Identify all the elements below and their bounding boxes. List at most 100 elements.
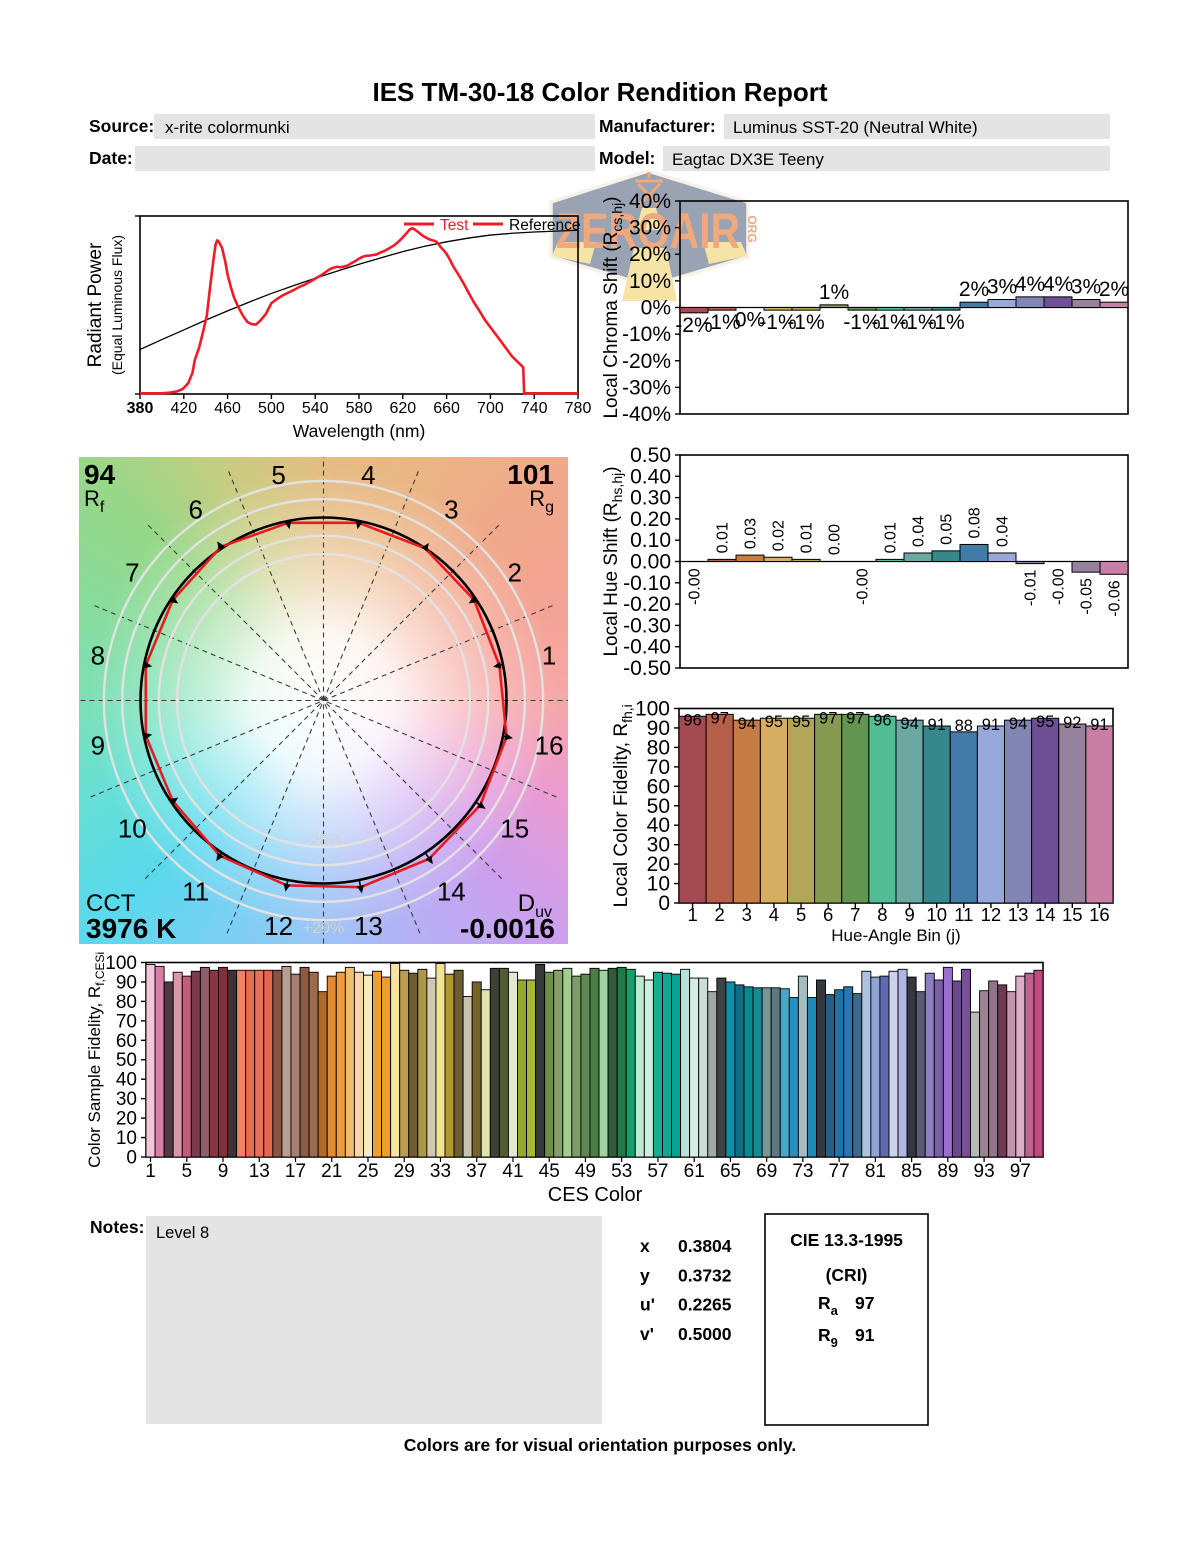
svg-text:0.10: 0.10 [630,529,671,552]
svg-text:380: 380 [127,400,154,417]
svg-text:1: 1 [145,1161,156,1182]
svg-text:1: 1 [687,904,697,925]
svg-text:40: 40 [116,1070,137,1091]
svg-text:9: 9 [91,730,105,760]
svg-text:91: 91 [855,1325,875,1345]
svg-text:94: 94 [900,715,918,733]
svg-text:Hue-Angle Bin (j): Hue-Angle Bin (j) [831,926,960,945]
svg-text:-0.0016: -0.0016 [460,913,555,944]
svg-text:0.3732: 0.3732 [678,1265,732,1285]
svg-text:4: 4 [769,904,779,925]
svg-text:Manufacturer:: Manufacturer: [599,116,716,136]
svg-text:97: 97 [855,1293,874,1313]
svg-text:88: 88 [955,717,973,735]
svg-text:Source:: Source: [89,116,154,136]
svg-text:2%: 2% [1099,278,1129,301]
svg-text:10: 10 [118,813,147,843]
svg-text:5: 5 [796,904,806,925]
svg-text:v': v' [640,1324,654,1344]
svg-text:Luminus SST-20 (Neutral White): Luminus SST-20 (Neutral White) [733,118,978,137]
svg-text:37: 37 [466,1161,487,1182]
svg-text:(Equal Luminous Flux): (Equal Luminous Flux) [109,235,125,375]
svg-text:700: 700 [477,400,504,417]
svg-text:-2%: -2% [675,314,712,337]
svg-text:91: 91 [982,716,1000,734]
svg-text:Local Color Fidelity, Rfh,i: Local Color Fidelity, Rfh,i [611,704,635,907]
svg-text:30%: 30% [629,217,671,240]
svg-text:93: 93 [974,1161,995,1182]
svg-text:-0.00: -0.00 [687,568,704,605]
svg-text:30: 30 [116,1089,137,1110]
svg-text:25: 25 [357,1161,378,1182]
svg-text:96: 96 [873,711,891,729]
svg-text:-20%: -20% [305,832,342,849]
svg-text:97: 97 [711,709,729,727]
svg-text:0.04: 0.04 [995,516,1012,547]
svg-text:660: 660 [433,400,460,417]
svg-text:4%: 4% [1043,273,1073,296]
svg-text:100: 100 [635,698,670,721]
svg-text:60: 60 [116,1031,137,1052]
svg-text:-40%: -40% [622,403,671,426]
svg-text:0.01: 0.01 [799,522,816,553]
svg-text:-1%: -1% [927,311,964,334]
svg-text:0.01: 0.01 [715,522,732,553]
svg-text:70: 70 [647,756,670,779]
svg-text:-0.00: -0.00 [855,568,872,605]
svg-text:90: 90 [116,973,137,994]
svg-text:0.05: 0.05 [939,514,956,545]
svg-text:0.00: 0.00 [827,524,844,555]
svg-text:94: 94 [738,715,756,733]
svg-text:-0.30: -0.30 [623,614,671,637]
svg-text:Color Sample Fidelity, Rf,CESi: Color Sample Fidelity, Rf,CESi [85,952,107,1168]
svg-text:9: 9 [904,904,914,925]
svg-text:14: 14 [437,877,466,907]
svg-text:Date:: Date: [89,148,133,168]
svg-text:-0.00: -0.00 [1051,568,1068,605]
svg-text:580: 580 [346,400,373,417]
svg-text:ORG: ORG [745,215,759,242]
svg-text:100: 100 [105,953,137,974]
svg-text:94: 94 [1009,715,1027,733]
svg-text:0.08: 0.08 [967,507,984,538]
svg-text:10: 10 [647,873,670,896]
svg-text:0%: 0% [735,309,765,332]
svg-text:740: 740 [521,400,548,417]
svg-text:780: 780 [565,400,592,417]
svg-text:-1%: -1% [787,311,824,334]
svg-text:Notes:: Notes: [90,1217,144,1237]
svg-text:15: 15 [500,813,529,843]
svg-text:-0.20: -0.20 [623,593,671,616]
svg-text:0: 0 [126,1148,137,1169]
svg-text:50: 50 [116,1050,137,1071]
svg-text:33: 33 [430,1161,451,1182]
svg-text:21: 21 [321,1161,342,1182]
svg-text:0.50: 0.50 [630,444,671,467]
svg-text:40: 40 [647,814,670,837]
svg-text:10%: 10% [629,270,671,293]
svg-text:-1%: -1% [843,311,880,334]
svg-text:-0.10: -0.10 [623,572,671,595]
svg-text:-1%: -1% [703,311,740,334]
svg-text:Local Chroma Shift (Rcs,hj): Local Chroma Shift (Rcs,hj) [601,196,625,418]
svg-text:85: 85 [901,1161,922,1182]
svg-text:7: 7 [125,558,139,588]
svg-text:95: 95 [1036,713,1054,731]
svg-text:65: 65 [720,1161,741,1182]
svg-text:0.40: 0.40 [630,465,671,488]
svg-text:0.20: 0.20 [630,508,671,531]
svg-text:11: 11 [954,904,973,925]
svg-text:8: 8 [91,641,105,671]
svg-text:13: 13 [1008,904,1029,925]
svg-text:0.00: 0.00 [630,551,671,574]
svg-text:6: 6 [188,494,202,524]
svg-text:500: 500 [258,400,285,417]
svg-text:14: 14 [1035,904,1056,925]
svg-text:Wavelength (nm): Wavelength (nm) [293,421,426,441]
svg-text:101: 101 [507,459,554,490]
svg-text:29: 29 [394,1161,415,1182]
svg-text:3: 3 [742,904,752,925]
svg-text:73: 73 [792,1161,813,1182]
svg-text:2: 2 [507,558,521,588]
svg-text:0.02: 0.02 [771,520,788,551]
